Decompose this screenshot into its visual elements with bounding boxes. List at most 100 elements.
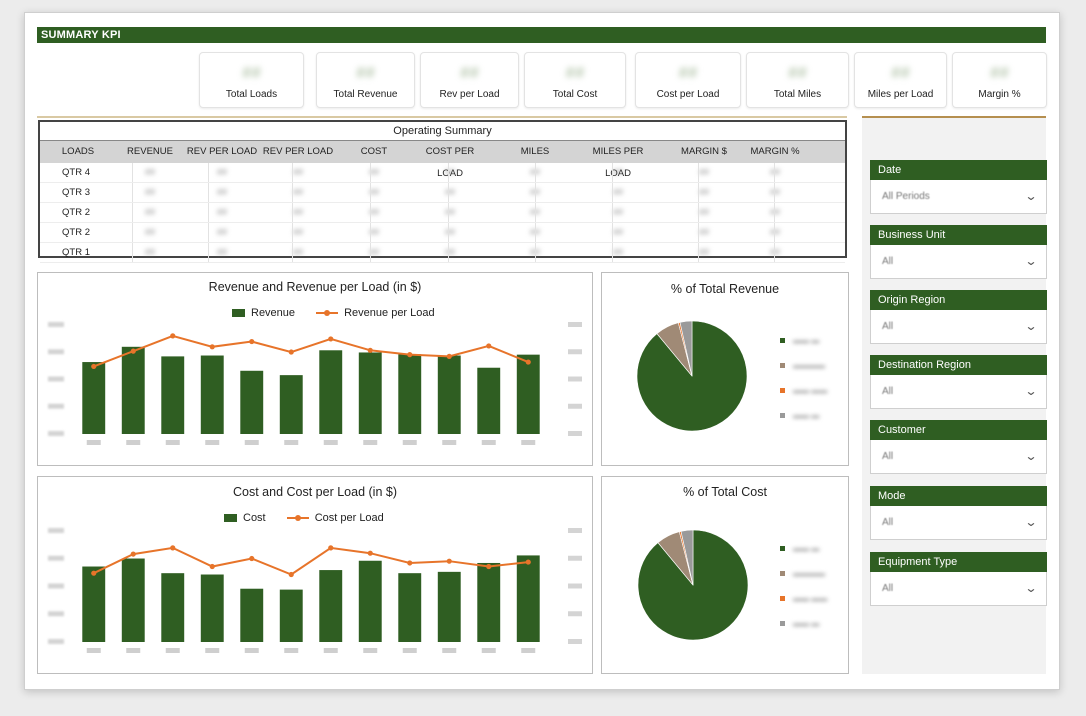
chevron-down-icon[interactable]: ⌄ — [1024, 384, 1038, 398]
slicer-value: All — [882, 321, 894, 332]
legend-label: Revenue — [251, 307, 296, 319]
slicer-value: All Periods — [882, 191, 930, 202]
kpi-card[interactable]: ## Total Miles — [746, 52, 849, 108]
column-header[interactable]: LOADS — [61, 146, 95, 157]
slicer-mode[interactable]: Mode All ⌄ — [870, 486, 1047, 540]
x-tick-label — [205, 648, 220, 653]
slicer-customer[interactable]: Customer All ⌄ — [870, 420, 1047, 474]
x-tick-label — [244, 648, 259, 653]
y2-tick-label — [568, 403, 582, 409]
table-cell: ## — [739, 183, 811, 202]
legend-dot — [780, 571, 785, 577]
table-cell: ## — [499, 163, 571, 182]
kpi-card[interactable]: ## Margin % — [952, 52, 1047, 108]
x-tick-label — [363, 648, 378, 653]
kpi-label: Total Revenue — [333, 89, 398, 100]
kpi-card[interactable]: ## Total Cost — [524, 52, 626, 108]
x-tick-label — [205, 440, 220, 445]
row-label: QTR 4 — [62, 167, 90, 178]
kpi-card[interactable]: ## Total Revenue — [316, 52, 415, 108]
chart-title: Cost and Cost per Load (in $) — [233, 485, 397, 499]
table-cell: ## — [216, 227, 227, 237]
slicer-label: Date — [870, 160, 1047, 180]
table-cell: ## — [368, 227, 379, 237]
table-row: QTR 3 ## ## ## ## ## ## ## ## ## — [40, 183, 845, 203]
y2-tick-label — [568, 639, 582, 644]
table-cell: ## — [499, 223, 571, 242]
slicer-dropdown[interactable]: All ⌄ — [870, 245, 1047, 279]
line-point — [525, 359, 531, 365]
slicer-business-unit[interactable]: Business Unit All ⌄ — [870, 225, 1047, 279]
slicer-value: All — [882, 583, 894, 594]
column-header[interactable]: MARGIN $ — [681, 146, 727, 157]
column-header[interactable]: MARGIN % — [750, 146, 800, 157]
table-cell: ## — [499, 243, 571, 262]
table-cell: ## — [292, 247, 303, 257]
chevron-down-icon[interactable]: ⌄ — [1024, 319, 1038, 333]
legend-dot — [780, 546, 785, 552]
y2-tick-label — [568, 611, 582, 617]
line-point — [446, 558, 452, 564]
pie-legend: ▬▬ ▬ ▬▬▬▬ ▬▬ ▬▬ ▬▬ ▬ — [780, 543, 827, 643]
bar — [477, 562, 501, 642]
row-label: QTR 2 — [62, 207, 90, 218]
column-header[interactable]: MILES — [520, 146, 550, 157]
x-tick-label — [481, 440, 496, 445]
x-tick-label — [323, 648, 338, 653]
legend-swatch-bar — [224, 514, 237, 523]
chevron-down-icon[interactable]: ⌄ — [1024, 254, 1038, 268]
column-header[interactable]: COST — [360, 146, 388, 157]
bar — [516, 354, 540, 434]
kpi-label: Total Cost — [552, 89, 598, 100]
line-point — [170, 333, 176, 339]
line-point — [328, 545, 334, 551]
kpi-card[interactable]: ## Miles per Load — [854, 52, 947, 108]
revenue-pie-chart — [636, 320, 748, 432]
table-cell: ## — [144, 207, 155, 217]
y-tick-label — [48, 611, 64, 617]
slicer-dropdown[interactable]: All ⌄ — [870, 572, 1047, 606]
y2-tick-label — [568, 349, 582, 355]
line-point — [486, 563, 492, 570]
chevron-down-icon[interactable]: ⌄ — [1024, 449, 1038, 463]
slicer-label: Origin Region — [870, 290, 1047, 310]
slicer-dropdown[interactable]: All Periods ⌄ — [870, 180, 1047, 214]
table-cell: ## — [292, 187, 303, 197]
table-cell: ## — [444, 167, 455, 177]
x-tick-label — [284, 440, 299, 445]
slicer-label: Mode — [870, 486, 1047, 506]
column-header[interactable]: REV PER LOAD — [262, 146, 334, 157]
line-point — [407, 560, 413, 566]
bar — [319, 350, 343, 434]
kpi-card[interactable]: ## Rev per Load — [420, 52, 519, 108]
slicer-dropdown[interactable]: All ⌄ — [870, 440, 1047, 474]
y-tick-label — [48, 555, 64, 561]
column-header[interactable]: MILES PER LOAD — [592, 146, 644, 179]
column-header[interactable]: COST PER LOAD — [425, 146, 475, 179]
line-point — [209, 563, 215, 570]
kpi-card[interactable]: ## Total Loads — [199, 52, 304, 108]
column-header[interactable]: REVENUE — [127, 146, 173, 157]
chevron-down-icon[interactable]: ⌄ — [1024, 189, 1038, 203]
slicer-date[interactable]: Date All Periods ⌄ — [870, 160, 1047, 214]
slicer-equipment-type[interactable]: Equipment Type All ⌄ — [870, 552, 1047, 606]
slicer-origin-region[interactable]: Origin Region All ⌄ — [870, 290, 1047, 344]
legend-label: Cost per Load — [314, 512, 384, 524]
bar — [121, 346, 145, 434]
slicer-dropdown[interactable]: All ⌄ — [870, 310, 1047, 344]
slicer-destination-region[interactable]: Destination Region All ⌄ — [870, 355, 1047, 409]
chevron-down-icon[interactable]: ⌄ — [1024, 581, 1038, 595]
slicer-label: Destination Region — [870, 355, 1047, 375]
slicer-dropdown[interactable]: All ⌄ — [870, 375, 1047, 409]
bar — [240, 370, 264, 434]
slicer-dropdown[interactable]: All ⌄ — [870, 506, 1047, 540]
table-cell: ## — [368, 167, 379, 177]
kpi-card[interactable]: ## Cost per Load — [635, 52, 741, 108]
chevron-down-icon[interactable]: ⌄ — [1024, 515, 1038, 529]
table-cell: ## — [216, 167, 227, 177]
y2-tick-label — [568, 376, 582, 382]
column-header[interactable]: REV PER LOAD — [186, 146, 258, 157]
table-cell: ## — [144, 227, 155, 237]
table-cell: ## — [739, 203, 811, 222]
page-title: SUMMARY KPI — [37, 27, 1046, 43]
